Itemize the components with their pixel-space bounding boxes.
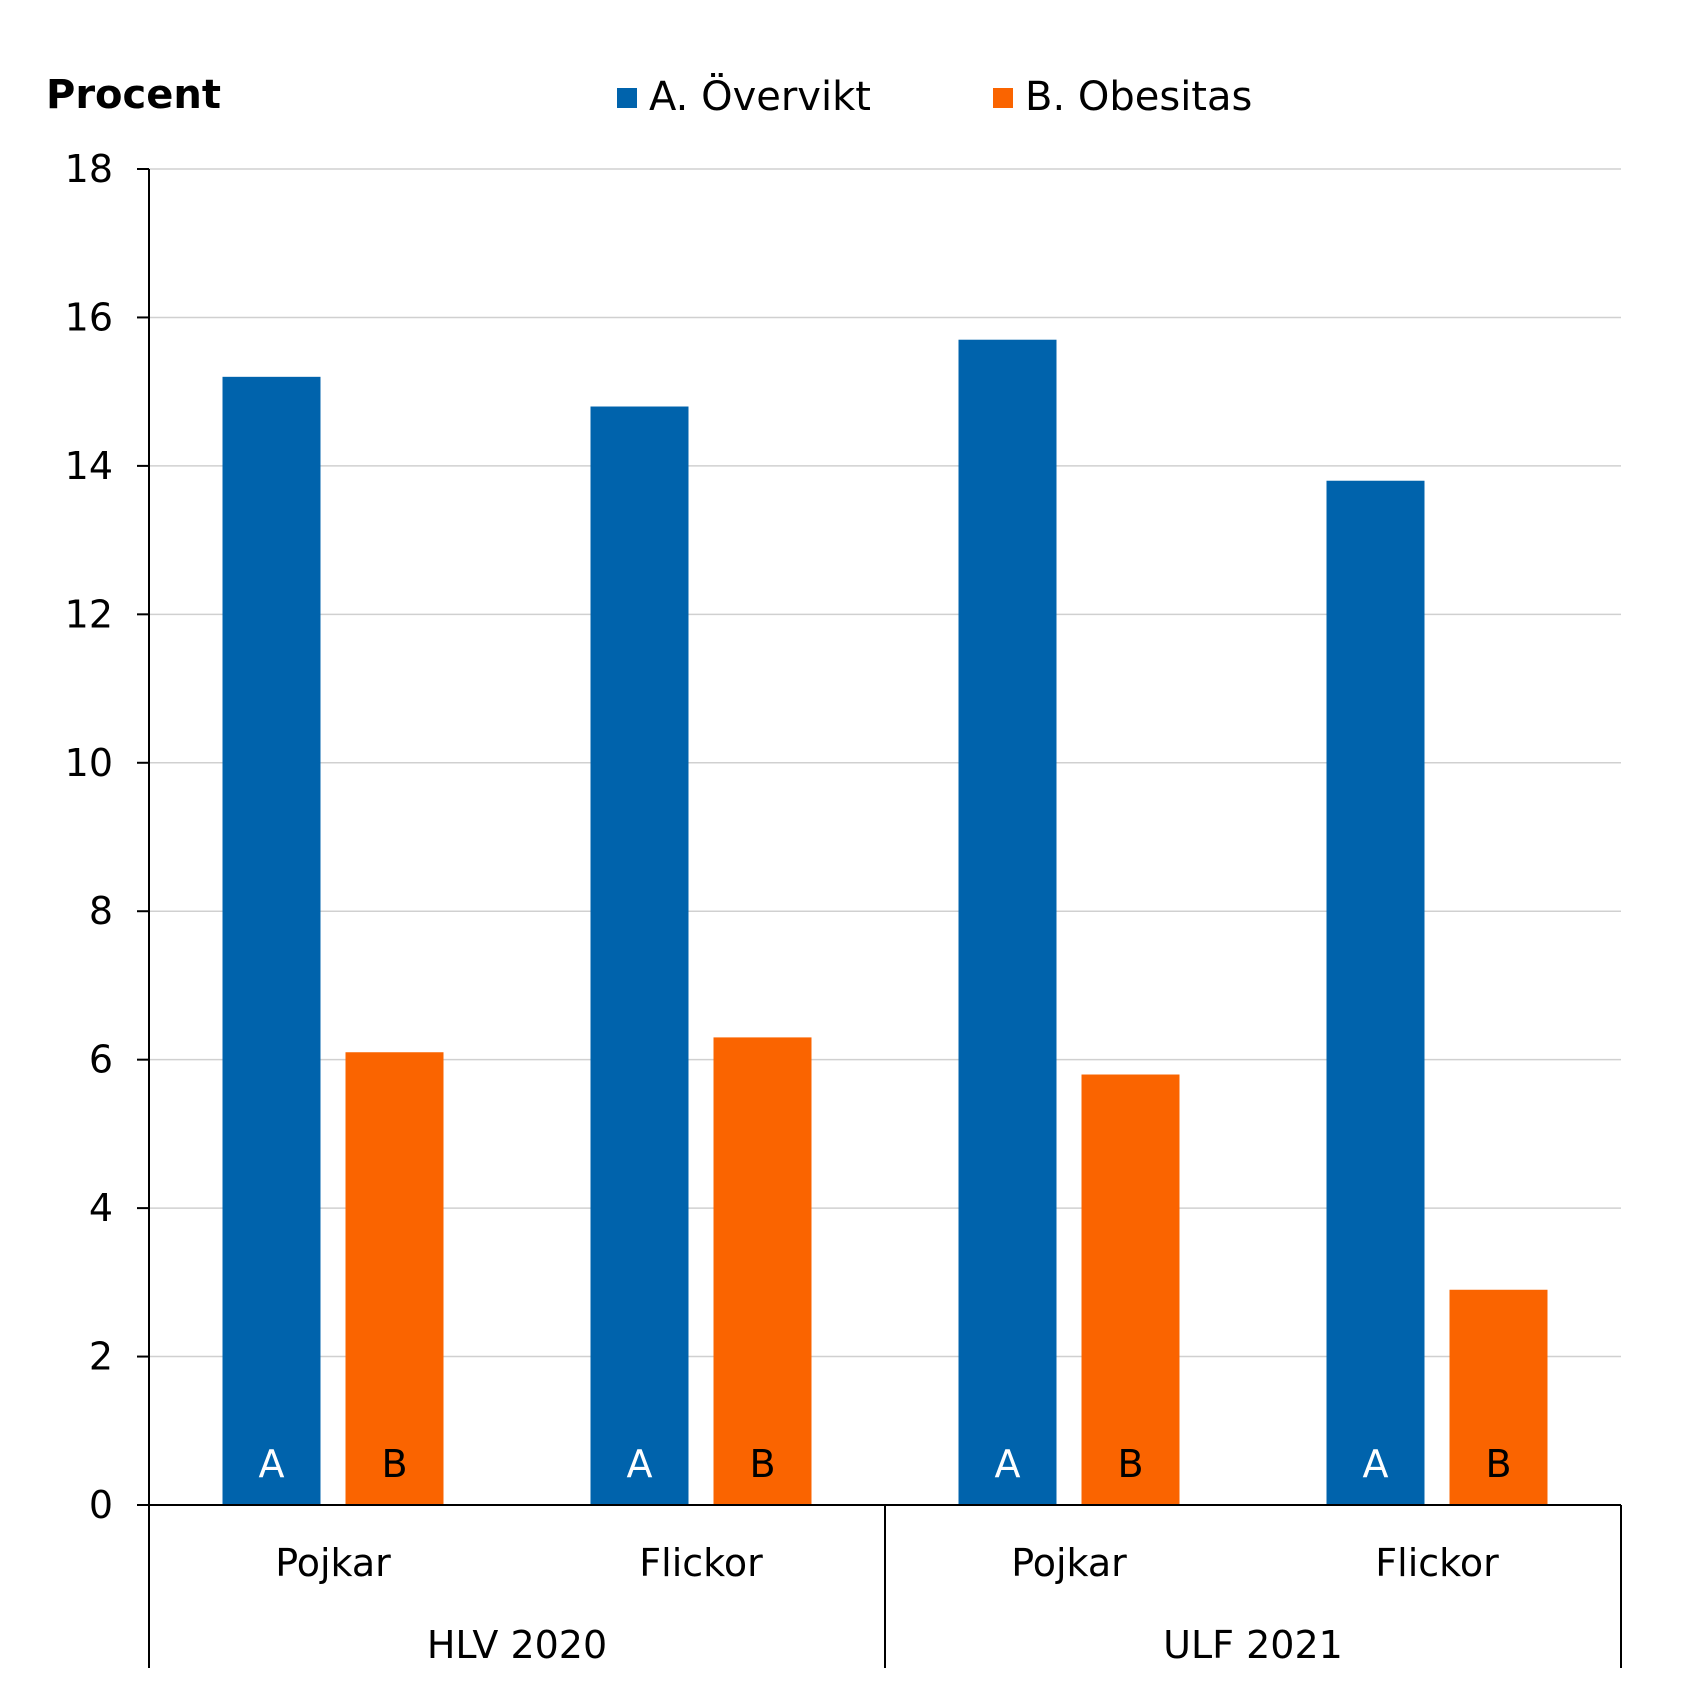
bar-label: B — [381, 1442, 407, 1486]
y-tick-label: 2 — [89, 1335, 113, 1379]
x-category-label: Pojkar — [275, 1541, 391, 1585]
y-tick-label: 12 — [65, 592, 113, 636]
legend-swatch — [617, 88, 637, 108]
legend-swatch — [993, 88, 1013, 108]
legend: A. Övervikt B. Obesitas — [617, 72, 1252, 120]
bar — [1081, 1074, 1180, 1505]
bar — [590, 406, 689, 1505]
y-tick-label: 4 — [89, 1186, 113, 1230]
bar-label: B — [1485, 1442, 1511, 1486]
bar — [713, 1037, 812, 1505]
y-tick-labels: 0 2 4 6 8 10 12 14 16 18 — [65, 147, 113, 1527]
axes — [137, 168, 1622, 1668]
bar-label: A — [259, 1442, 285, 1486]
bar — [1449, 1289, 1548, 1505]
legend-label: A. Övervikt — [649, 72, 871, 120]
y-tick-label: 8 — [89, 889, 113, 933]
y-tick-label: 0 — [89, 1483, 113, 1527]
bar-label: A — [627, 1442, 653, 1486]
bar-label: A — [1363, 1442, 1389, 1486]
x-category-label: Flickor — [639, 1541, 763, 1585]
bar-label: B — [1117, 1442, 1143, 1486]
x-group-label: ULF 2021 — [1163, 1623, 1343, 1667]
bar-label: B — [749, 1442, 775, 1486]
y-tick-label: 18 — [65, 147, 113, 191]
y-tick-label: 6 — [89, 1038, 113, 1082]
legend-label: B. Obesitas — [1025, 74, 1252, 120]
x-category-label: Flickor — [1375, 1541, 1499, 1585]
y-tick-label: 10 — [65, 741, 113, 785]
bar — [1326, 480, 1425, 1505]
bar — [958, 339, 1057, 1505]
x-category-label: Pojkar — [1011, 1541, 1127, 1585]
bar — [345, 1052, 444, 1505]
y-tick-label: 16 — [65, 295, 113, 339]
y-tick-label: 14 — [65, 444, 113, 488]
bar-label: A — [995, 1442, 1021, 1486]
bar — [222, 376, 321, 1505]
x-category-labels: Pojkar Flickor Pojkar Flickor HLV 2020 ULF 20… — [275, 1541, 1499, 1667]
x-group-label: HLV 2020 — [427, 1623, 607, 1667]
y-axis-title: Procent — [46, 72, 221, 118]
